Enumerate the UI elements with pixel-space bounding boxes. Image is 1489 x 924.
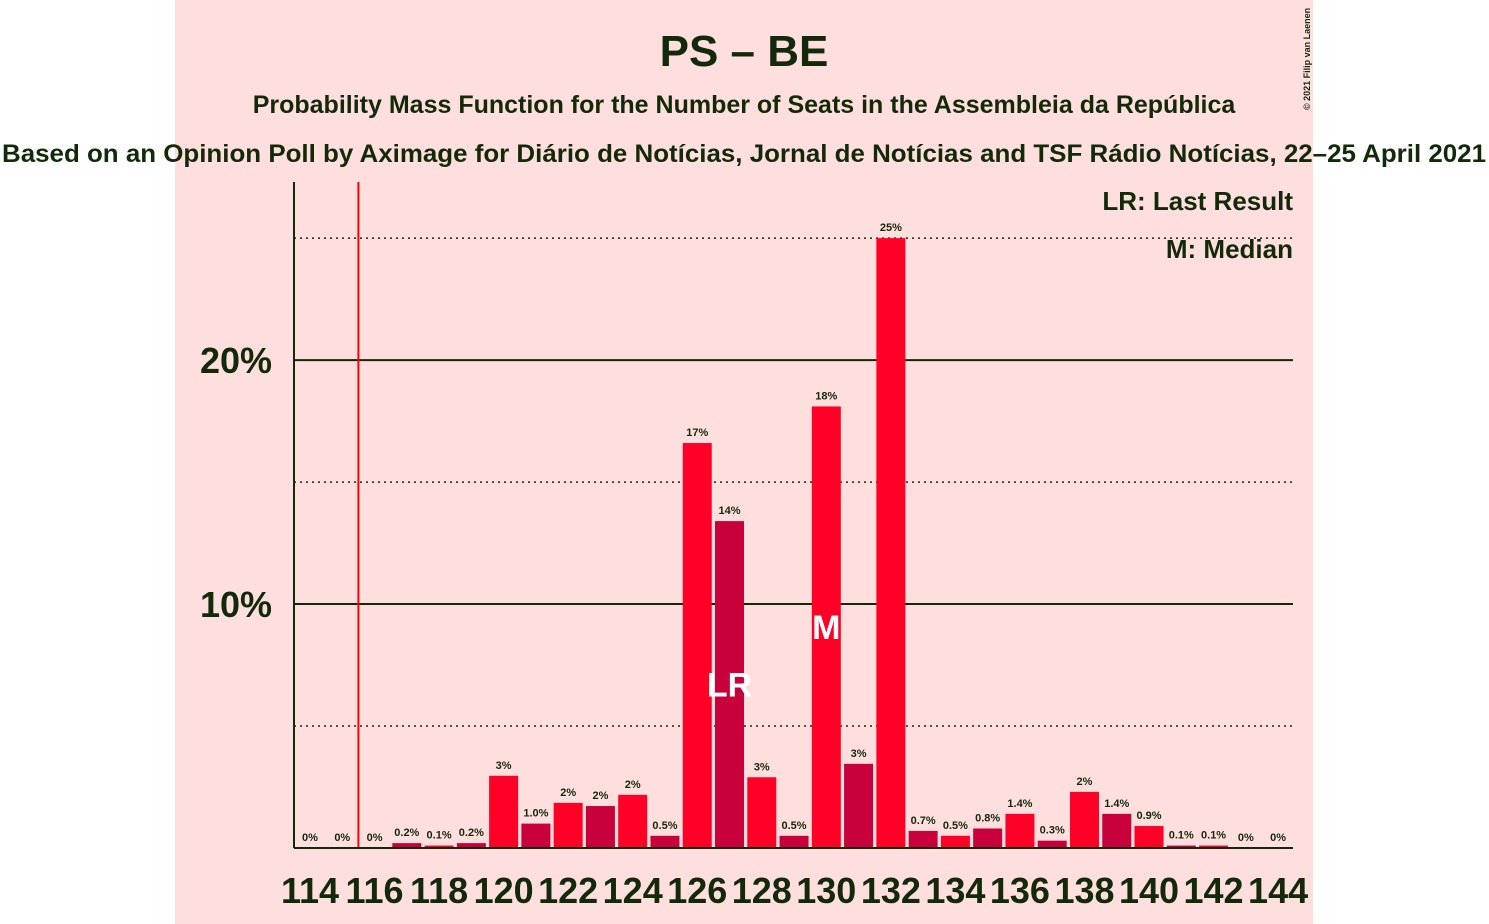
x-tick-label: 128: [732, 870, 792, 911]
x-tick-label: 118: [410, 870, 468, 911]
value-label: 3%: [496, 760, 512, 772]
value-label: 0%: [1238, 832, 1254, 844]
y-tick-label: 20%: [200, 340, 272, 381]
bar: [973, 828, 1003, 848]
bar: [1199, 845, 1229, 848]
x-tick-label: 126: [667, 870, 727, 911]
value-label: 1.4%: [1104, 798, 1129, 810]
value-label: 0.1%: [1169, 830, 1194, 842]
value-label: 0.2%: [459, 827, 484, 839]
bar: [682, 443, 712, 848]
value-label: 0.5%: [782, 820, 807, 832]
value-label: 1.4%: [1007, 798, 1032, 810]
x-tick-label: 136: [990, 870, 1050, 911]
bar: [618, 794, 648, 848]
bar: [747, 777, 777, 848]
value-label: 2%: [592, 790, 608, 802]
bar: [1005, 813, 1035, 848]
value-label: 3%: [754, 761, 770, 773]
legend-entry: LR: Last Result: [1102, 186, 1293, 216]
bar: [779, 835, 809, 848]
bar: [456, 843, 486, 848]
bar: [1069, 791, 1099, 848]
bar-annotation: LR: [707, 667, 752, 705]
bar: [1037, 840, 1067, 848]
x-tick-label: 132: [861, 870, 921, 911]
value-label: 0.1%: [1201, 830, 1226, 842]
x-tick-label: 140: [1119, 870, 1179, 911]
chart-subtitle: Based on an Opinion Poll by Aximage for …: [2, 140, 1486, 168]
x-tick-label: 134: [925, 870, 985, 911]
value-label: 0.7%: [911, 815, 936, 827]
bar: [844, 763, 874, 848]
value-label: 0.9%: [1136, 810, 1161, 822]
bar: [424, 845, 454, 848]
bar-annotation: M: [812, 609, 840, 647]
value-label: 0%: [367, 832, 383, 844]
value-label: 0%: [334, 832, 350, 844]
value-label: 18%: [815, 390, 837, 402]
x-tick-label: 130: [796, 870, 856, 911]
value-label: 0.2%: [394, 827, 419, 839]
x-tick-label: 120: [474, 870, 534, 911]
value-label: 1.0%: [523, 808, 548, 820]
x-tick-label: 116: [346, 870, 404, 911]
x-tick-label: 138: [1054, 870, 1114, 911]
value-label: 25%: [880, 222, 902, 234]
bar: [553, 802, 583, 848]
y-tick-label: 10%: [200, 584, 272, 625]
value-label: 0.5%: [652, 820, 677, 832]
chart-subtitle: Probability Mass Function for the Number…: [253, 91, 1237, 119]
bar: [650, 835, 680, 848]
bar: [908, 830, 938, 848]
bar: [392, 843, 422, 848]
value-label: 0.5%: [943, 820, 968, 832]
bar: [715, 521, 745, 848]
legend-entry: M: Median: [1166, 234, 1293, 264]
value-label: 0%: [302, 832, 318, 844]
x-tick-label: 122: [538, 870, 598, 911]
value-label: 3%: [851, 748, 867, 760]
bar: [1102, 813, 1132, 848]
bar: [940, 835, 970, 848]
value-label: 17%: [686, 427, 708, 439]
value-label: 2%: [1077, 776, 1093, 788]
chart-title: PS – BE: [660, 27, 829, 76]
bar: [521, 823, 551, 848]
value-label: 2%: [560, 787, 576, 799]
value-label: 14%: [718, 505, 740, 517]
bar: [1134, 826, 1164, 848]
x-tick-label: 142: [1184, 870, 1244, 911]
value-label: 0%: [1270, 832, 1286, 844]
bar: [811, 406, 841, 848]
value-label: 2%: [625, 779, 641, 791]
value-label: 0.8%: [975, 812, 1000, 824]
value-label: 0.1%: [427, 830, 452, 842]
x-tick-label: 144: [1248, 870, 1308, 911]
bar: [876, 238, 906, 849]
copyright: © 2021 Filip van Laenen: [1302, 8, 1312, 110]
x-tick-label: 114: [281, 870, 339, 911]
bar: [585, 806, 615, 848]
value-label: 0.3%: [1040, 825, 1065, 837]
bar: [489, 775, 519, 848]
bar: [1166, 845, 1196, 848]
x-tick-label: 124: [603, 870, 663, 911]
